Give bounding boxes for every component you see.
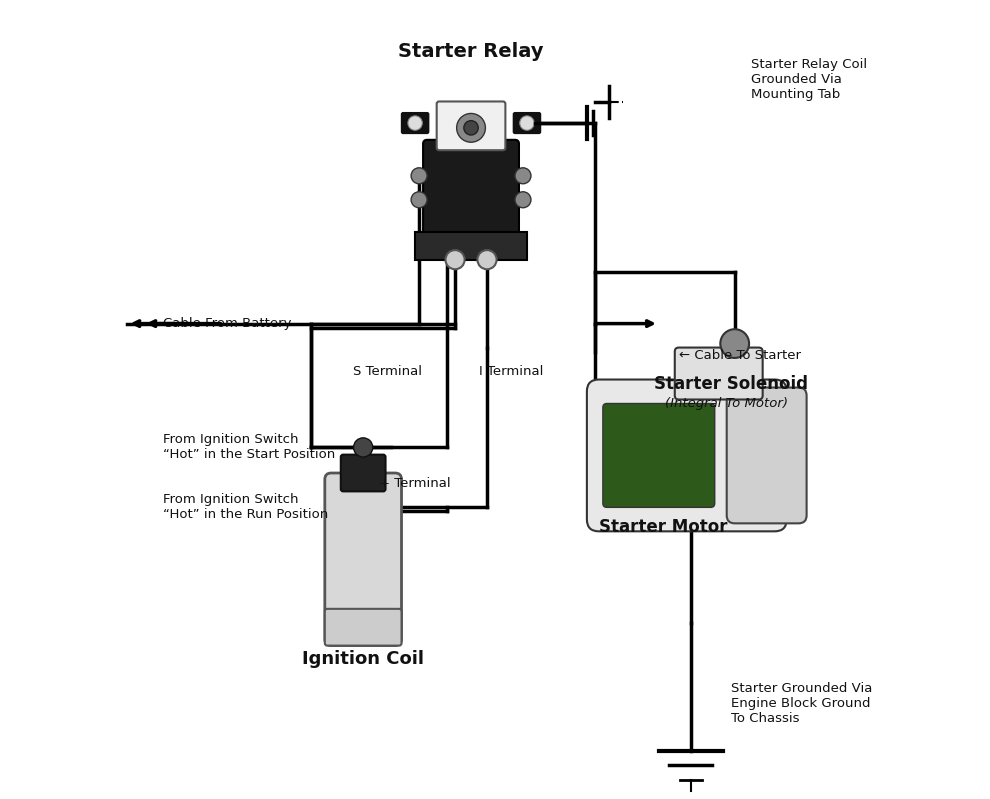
FancyBboxPatch shape	[727, 388, 807, 523]
Circle shape	[515, 192, 531, 208]
FancyBboxPatch shape	[341, 455, 385, 491]
FancyBboxPatch shape	[514, 113, 541, 133]
Bar	[415, 232, 527, 260]
Circle shape	[464, 121, 478, 135]
Text: (Integral To Motor): (Integral To Motor)	[665, 397, 788, 410]
Circle shape	[411, 192, 427, 208]
FancyBboxPatch shape	[402, 113, 429, 133]
FancyBboxPatch shape	[587, 380, 787, 531]
Text: Starter Relay: Starter Relay	[398, 42, 544, 62]
Circle shape	[446, 250, 464, 269]
Circle shape	[411, 168, 427, 184]
FancyBboxPatch shape	[603, 403, 715, 507]
Text: Ignition Coil: Ignition Coil	[302, 650, 424, 668]
Text: ← Cable To Starter: ← Cable To Starter	[679, 349, 801, 362]
Circle shape	[721, 329, 749, 358]
Circle shape	[515, 168, 531, 184]
Text: Starter Grounded Via
Engine Block Ground
To Chassis: Starter Grounded Via Engine Block Ground…	[731, 682, 872, 725]
Circle shape	[353, 438, 373, 457]
Text: S Terminal: S Terminal	[352, 365, 422, 378]
Circle shape	[456, 113, 485, 142]
Circle shape	[520, 116, 535, 130]
Text: + Terminal: + Terminal	[379, 477, 450, 490]
FancyBboxPatch shape	[325, 473, 402, 646]
Text: Starter Solenoid: Starter Solenoid	[653, 375, 808, 392]
FancyBboxPatch shape	[423, 140, 519, 244]
Text: Starter Relay Coil
Grounded Via
Mounting Tab: Starter Relay Coil Grounded Via Mounting…	[750, 58, 867, 101]
FancyBboxPatch shape	[675, 348, 762, 400]
Text: I Terminal: I Terminal	[479, 365, 544, 378]
Text: From Ignition Switch
“Hot” in the Start Position: From Ignition Switch “Hot” in the Start …	[163, 433, 336, 462]
Circle shape	[477, 250, 497, 269]
Text: From Ignition Switch
“Hot” in the Run Position: From Ignition Switch “Hot” in the Run Po…	[163, 493, 329, 522]
Text: Starter Motor: Starter Motor	[599, 519, 727, 536]
Text: Cable From Battery: Cable From Battery	[163, 317, 292, 330]
FancyBboxPatch shape	[437, 101, 505, 150]
Circle shape	[408, 116, 423, 130]
FancyBboxPatch shape	[325, 609, 402, 646]
